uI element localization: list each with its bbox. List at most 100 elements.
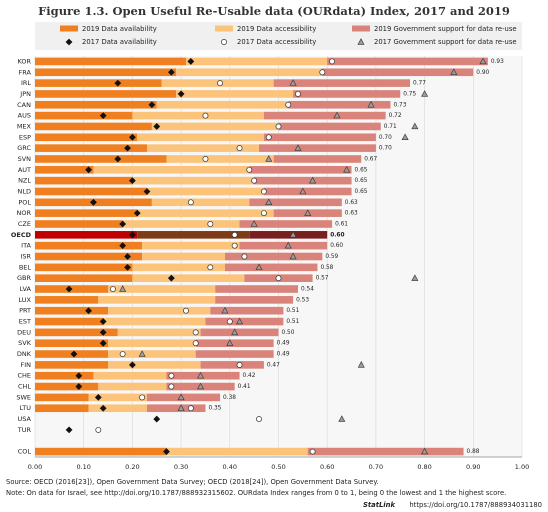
bar-segment [35,252,143,261]
y-tick-label: ESP [19,133,31,141]
bar-segment [108,285,216,293]
bar-segment [327,57,488,66]
marker-2017 [231,328,239,336]
value-label: 0.61 [335,221,348,227]
legend-label: 2017 Data availability [82,38,157,46]
bar-segment [156,100,289,109]
marker-2017 [265,134,272,141]
marker-2017 [411,122,419,130]
marker-2017 [138,350,146,357]
bar-segment [35,209,138,217]
marker-2017 [197,382,205,390]
bar-segment [117,328,201,337]
statlink-url[interactable]: https://doi.org/10.1787/888934031180 [409,501,542,509]
marker-2017 [367,100,375,108]
value-label: 0.49 [277,341,290,347]
y-tick-label: SWE [16,393,31,401]
bar-segment [224,263,318,272]
bar-segment [35,328,118,337]
bar-segment [35,144,148,152]
bar-segment [254,176,352,185]
marker-2017 [119,220,127,228]
y-tick-label: LVA [20,285,32,293]
bar-segment [35,317,104,326]
y-tick-label: NOR [17,209,32,217]
bar-segment [108,339,196,348]
bar-segment [35,122,152,131]
value-label: 0.41 [238,384,251,390]
value-label: 0.70 [379,135,392,141]
bar-segment [35,371,94,380]
bar-segment [273,79,410,87]
legend-label: 2017 Data accessibility [237,38,316,46]
marker-2017 [133,209,141,217]
value-label: 0.59 [325,254,338,260]
marker-2017 [95,426,102,433]
x-tick-label: 0.90 [466,463,480,471]
marker-2017 [143,188,151,195]
marker-2017 [255,263,263,271]
marker-2017 [338,415,346,422]
bar-segment [98,382,167,391]
bar-segment [166,155,274,163]
y-tick-label: FIN [20,361,31,369]
bar-segment [132,274,245,282]
marker-2017 [153,123,161,130]
x-tick-label: 0.80 [417,463,431,471]
marker-2017 [275,275,282,282]
marker-2017 [294,144,302,151]
bar-segment [35,393,89,402]
marker-2017 [333,111,341,119]
bar-segment [142,252,225,261]
bar-segment [108,361,201,369]
value-label: 0.77 [413,81,426,87]
marker-2017 [70,350,78,358]
marker-2017 [99,339,107,347]
bar-segment [176,90,294,98]
y-tick-label: CAN [17,101,31,109]
legend-label: 2019 Data accessibility [237,25,316,33]
y-tick-label: DEU [17,328,31,336]
value-label: 0.63 [345,200,358,206]
marker-2017 [236,145,243,152]
marker-2017 [236,317,244,325]
marker-2017 [256,416,262,423]
marker-2017 [231,231,238,238]
marker-2017 [231,242,238,249]
marker-2017 [85,166,92,174]
marker-2017 [99,112,107,120]
marker-2017 [124,263,131,271]
bar-segment [35,187,148,196]
marker-2017 [65,426,73,434]
bar-segment [35,361,109,369]
marker-2017 [129,177,136,185]
bar-segment [185,57,328,66]
marker-2017 [163,448,170,455]
bar-segment [88,404,148,413]
marker-2017 [304,209,312,216]
marker-2017 [217,80,224,87]
marker-2017 [129,133,136,141]
value-label: 0.73 [394,102,407,108]
legend-swatch [215,25,233,32]
marker-2017 [85,307,92,315]
marker-2017 [187,58,195,65]
statlink-label: StatLink [363,501,395,509]
marker-2017 [309,176,317,184]
value-label: 0.63 [345,211,358,217]
marker-2017 [99,328,107,336]
y-tick-label: SVN [18,155,32,163]
x-tick-label: 0.20 [125,463,139,471]
value-label: 0.57 [316,276,329,282]
marker-2017 [295,90,301,97]
bar-segment [108,350,196,358]
marker-2017 [479,57,487,65]
x-tick-label: 0.30 [174,463,188,471]
marker-2017 [183,307,189,314]
marker-2017 [177,393,185,401]
bar-segment [35,382,99,391]
bar-segment [35,231,138,239]
value-label: 0.88 [467,449,480,455]
value-label: 0.70 [379,146,392,152]
